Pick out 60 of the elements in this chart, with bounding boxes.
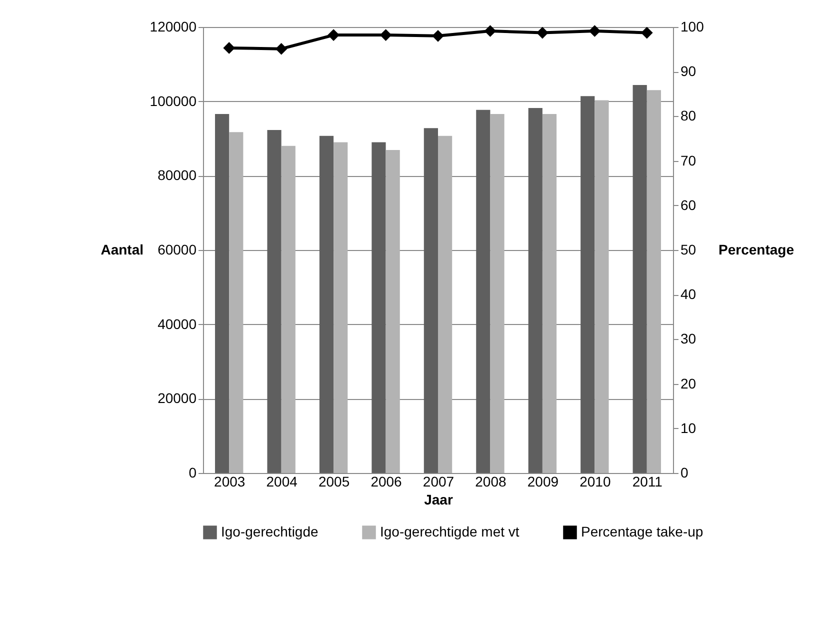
bar <box>281 146 296 473</box>
y2-tick-label: 80 <box>680 108 696 124</box>
point <box>380 29 392 41</box>
x-tick-label: 2009 <box>527 474 559 490</box>
legend-label: Percentage take-up <box>581 523 704 540</box>
bar <box>267 130 282 473</box>
bar <box>229 132 244 473</box>
bar <box>580 96 595 473</box>
bar <box>594 100 609 473</box>
y-tick-label: 0 <box>188 464 197 480</box>
y-tick-label: 120000 <box>150 18 197 34</box>
y-tick-label: 20000 <box>158 390 197 406</box>
bar <box>334 142 348 473</box>
point <box>536 26 548 39</box>
x-tick-label: 2003 <box>214 474 246 490</box>
y2-tick-label: 60 <box>680 196 696 213</box>
y2-tick-label: 20 <box>680 375 696 392</box>
bar <box>424 128 438 473</box>
y2-tick-label: 50 <box>680 242 696 258</box>
legend-label: Igo-gerechtigde <box>221 523 319 540</box>
x-tick-label: 2011 <box>632 474 663 490</box>
bar <box>542 114 557 473</box>
point <box>328 29 340 41</box>
bar <box>438 136 452 473</box>
x-tick-label: 2005 <box>318 474 350 490</box>
bar <box>386 150 400 473</box>
y-tick-label: 80000 <box>158 167 197 184</box>
y2-tick-label: 70 <box>680 152 696 168</box>
y2-tick-label: 100 <box>680 18 704 34</box>
x-tick-label: 2007 <box>422 474 454 490</box>
bar <box>528 108 542 473</box>
x-tick-label: 2008 <box>475 474 507 490</box>
x-tick-label: 2004 <box>266 474 298 490</box>
point <box>432 30 444 42</box>
y2-tick-label: 30 <box>680 330 696 347</box>
y2-tick-label: 10 <box>680 420 696 436</box>
bar <box>215 114 230 473</box>
y2-tick-label: 40 <box>680 286 696 302</box>
point <box>275 42 288 55</box>
point <box>484 25 496 37</box>
bar <box>632 84 647 473</box>
x-tick-label: 2010 <box>580 474 611 490</box>
bar <box>319 136 334 473</box>
legend-label: Igo-gerechtigde met vt <box>380 523 520 540</box>
y2-tick-label: 0 <box>680 464 688 480</box>
y2-tick-label: 90 <box>680 63 696 80</box>
y2-axis-title: Percentage <box>718 242 794 258</box>
x-axis-title: Jaar <box>424 492 454 508</box>
bar <box>646 90 661 473</box>
y-tick-label: 40000 <box>158 316 197 332</box>
bar <box>476 110 490 473</box>
point <box>640 26 653 39</box>
x-tick-label: 2006 <box>370 474 402 490</box>
point <box>223 42 236 54</box>
y-tick-label: 60000 <box>158 242 197 258</box>
point <box>588 25 601 37</box>
bar <box>490 114 504 473</box>
bar <box>372 142 386 473</box>
y-tick-label: 100000 <box>150 92 197 109</box>
y-axis-title: Aantal <box>100 242 144 258</box>
